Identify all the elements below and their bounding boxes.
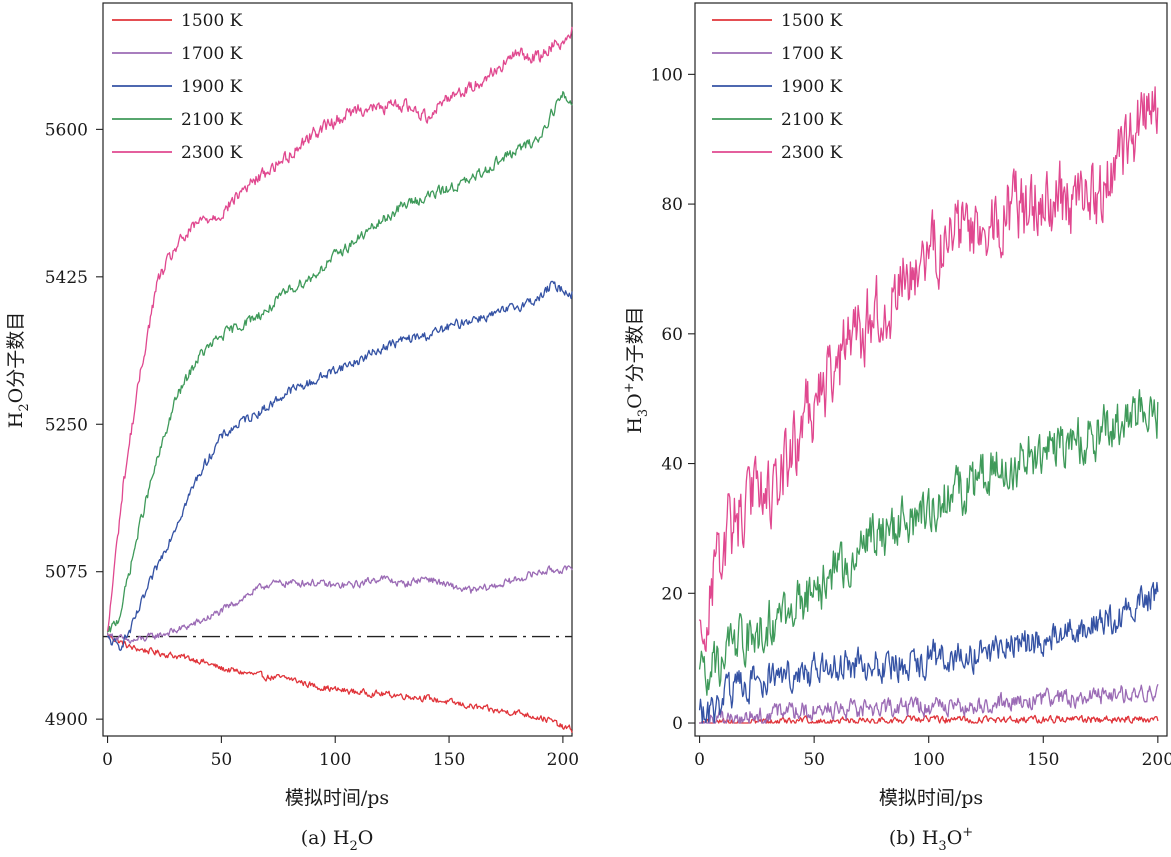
a-series-2300k [106,26,573,632]
b-x-tick-label: 100 [912,750,944,770]
b-y-tick-label: 60 [661,325,683,345]
a-series-1900k [106,280,573,652]
a-y-tick-label: 5250 [45,415,88,435]
a-legend-label-1700k: 1700 K [181,44,243,64]
b-legend-label-2300k: 2300 K [781,143,843,163]
b-y-tick-label: 0 [672,714,683,734]
a-series-1500k [106,633,573,733]
panel-b-y-axis-label: H3O+分子数目 [622,306,651,433]
a-series-2100k [106,91,573,633]
a-x-tick-label: 150 [433,750,465,770]
b-y-tick-label: 40 [661,455,683,475]
b-x-tick-label: 200 [1142,750,1171,770]
b-x-tick-label: 150 [1027,750,1059,770]
b-series-2300k [698,86,1159,652]
panel-a-series-group [106,26,573,733]
panel-b-x-axis-label: 模拟时间/ps [879,787,983,809]
panel-b-h3o-chart: 0 50 100 150 200 0 20 40 60 80 100 1500 K 1700 K 19… [622,2,1171,854]
a-legend-label-1500k: 1500 K [181,11,243,31]
a-x-tick-label: 200 [547,750,579,770]
a-legend-label-2100k: 2100 K [181,110,243,130]
b-legend-label-1500k: 1500 K [781,11,843,31]
panel-a-x-ticks: 0 50 100 150 200 [102,736,579,770]
b-legend-label-1900k: 1900 K [781,77,843,97]
panel-b-caption: (b) H3O+ [889,825,973,854]
b-series-1900k [698,581,1159,724]
a-x-tick-label: 50 [211,750,233,770]
panel-b-series-group [698,86,1159,724]
a-series-1700k [106,565,573,644]
b-series-2100k [698,389,1159,696]
b-y-tick-label: 20 [661,584,683,604]
a-legend-label-2300k: 2300 K [181,143,243,163]
b-legend-label-2100k: 2100 K [781,110,843,130]
a-x-tick-label: 100 [319,750,351,770]
panel-b-plot-frame [694,2,1168,737]
b-series-1700k [698,684,1159,724]
panel-b-y-ticks: 0 20 40 60 80 100 [651,65,695,734]
panel-a-h2o-chart: 0 50 100 150 200 4900 5075 5250 5425 5600 1500 K… [5,2,579,854]
panel-a-caption: (a) H2O [301,827,374,854]
a-y-tick-label: 5425 [45,268,88,288]
panel-a-legend: 1500 K 1700 K 1900 K 2100 K 2300 K [112,11,243,163]
a-y-tick-label: 5600 [45,120,88,140]
panel-a-plot-frame [102,2,573,737]
a-y-tick-label: 5075 [45,563,88,583]
panel-a-x-axis-label: 模拟时间/ps [285,787,389,809]
a-x-tick-label: 0 [102,750,113,770]
b-series-1500k [698,714,1159,724]
b-y-tick-label: 100 [651,65,683,85]
b-x-tick-label: 0 [694,750,705,770]
b-legend-label-1700k: 1700 K [781,44,843,64]
panel-a-y-ticks: 4900 5075 5250 5425 5600 [45,120,103,730]
panel-b-legend: 1500 K 1700 K 1900 K 2100 K 2300 K [712,11,843,163]
b-y-tick-label: 80 [661,195,683,215]
panel-a-y-axis-label: H2O分子数目 [5,312,32,428]
a-legend-label-1900k: 1900 K [181,77,243,97]
panel-b-x-ticks: 0 50 100 150 200 [694,736,1171,770]
b-x-tick-label: 50 [803,750,825,770]
a-y-tick-label: 4900 [45,710,88,730]
